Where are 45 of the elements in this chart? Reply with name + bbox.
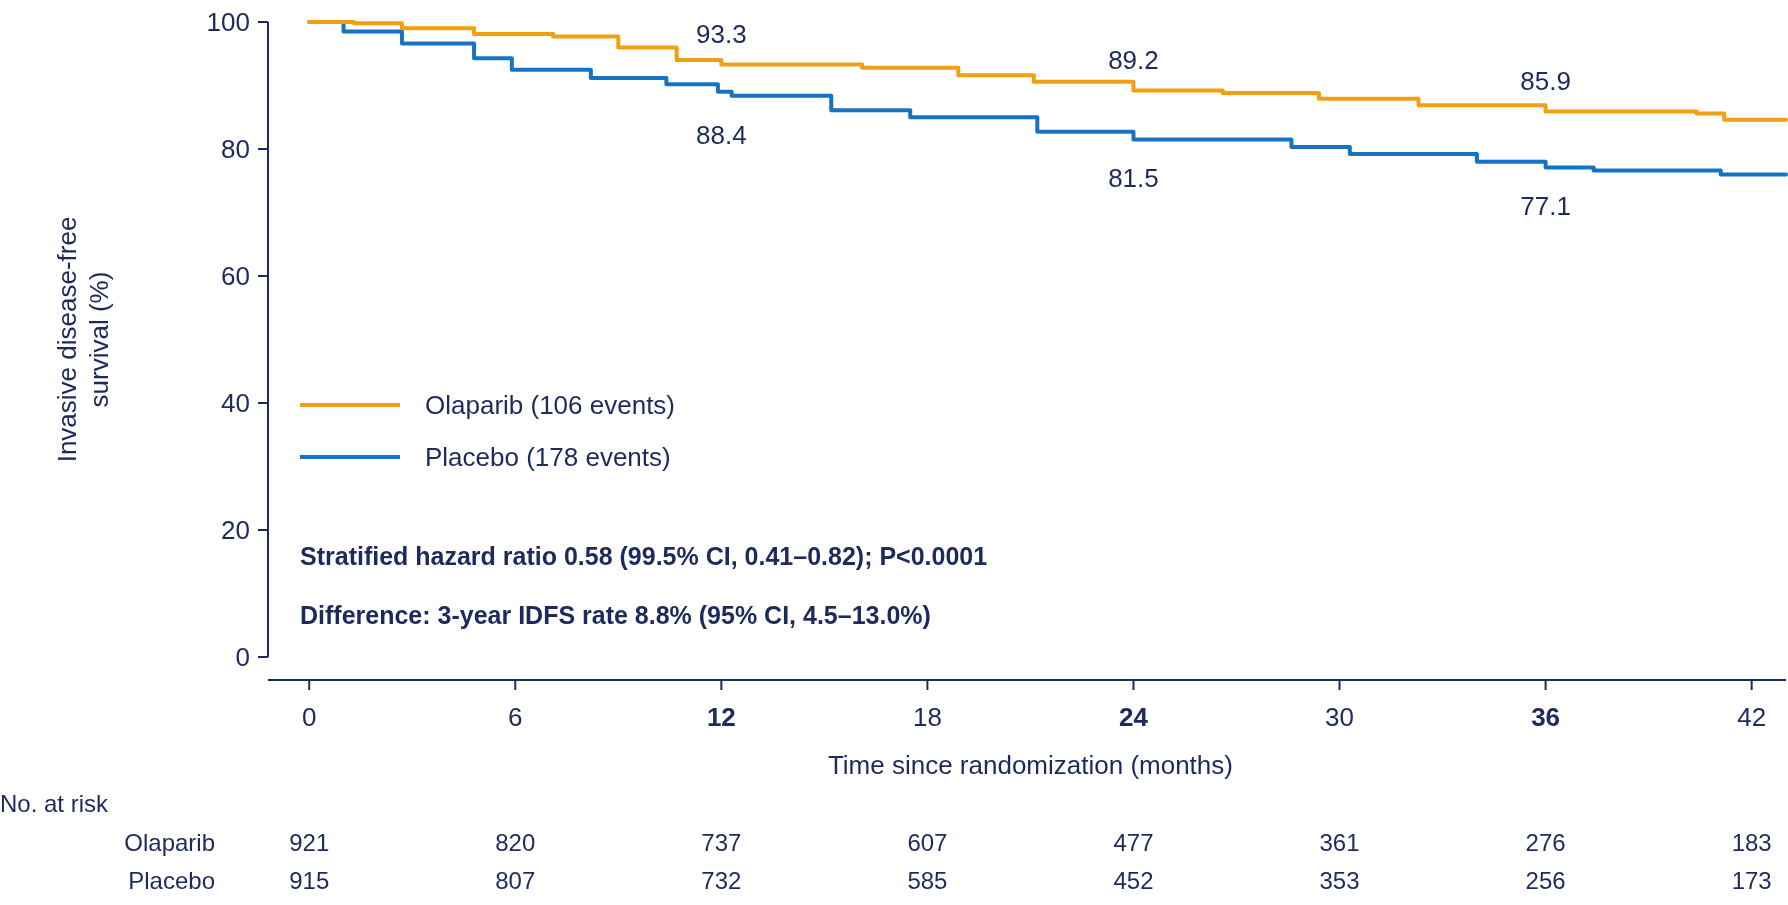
x-tick-label: 30 <box>1325 702 1354 732</box>
text: 452 <box>1113 867 1154 894</box>
annotation: 81.5 <box>1108 163 1159 194</box>
y-tick-label: 100 <box>206 7 250 38</box>
y-tick-label: 80 <box>221 134 250 165</box>
text: 256 <box>1525 867 1566 894</box>
text: 915 <box>289 867 330 894</box>
text: Placebo <box>128 867 215 894</box>
annotation: 85.9 <box>1520 65 1571 96</box>
text: 477 <box>1113 829 1154 856</box>
x-tick-label: 12 <box>706 702 736 732</box>
text: 607 <box>907 829 948 856</box>
text: 276 <box>1525 829 1566 856</box>
annotation: 93.3 <box>696 18 747 49</box>
text: 173 <box>1731 867 1772 894</box>
legend-label: Olaparib (106 events) <box>425 390 676 421</box>
x-tick-label: 0 <box>301 702 317 732</box>
annotation: Difference: 3-year IDFS rate 8.8% (95% CI, 4.5–13.0%) <box>300 601 931 629</box>
text: 737 <box>701 829 742 856</box>
y-tick-label: 40 <box>221 388 250 419</box>
text: 585 <box>907 867 948 894</box>
x-axis-title: Time since randomization (months) <box>827 750 1233 780</box>
x-tick-label: 24 <box>1119 702 1149 732</box>
text: 361 <box>1319 829 1360 856</box>
y-tick-label: 60 <box>221 261 250 292</box>
x-tick-label: 36 <box>1531 702 1561 732</box>
annotation: 77.1 <box>1520 191 1571 222</box>
y-tick-label: 0 <box>235 642 250 673</box>
text: 183 <box>1731 829 1772 856</box>
annotation: Stratified hazard ratio 0.58 (99.5% CI, 0.41–0.82); P<0.0001 <box>300 542 988 570</box>
text: 732 <box>701 867 742 894</box>
annotation: 89.2 <box>1108 44 1159 75</box>
y-axis-title: Invasive disease-free survival (%) <box>52 216 114 463</box>
legend-label: Placebo (178 events) <box>425 442 671 473</box>
y-tick-label: 20 <box>221 515 250 546</box>
x-tick-label: 42 <box>1737 702 1767 732</box>
x-tick-label: 6 <box>508 702 523 732</box>
text: 921 <box>289 829 330 856</box>
annotation: 88.4 <box>696 119 747 150</box>
text: No. at risk <box>0 790 110 817</box>
text: 353 <box>1319 867 1360 894</box>
text: Olaparib <box>124 829 215 856</box>
text: 807 <box>495 867 536 894</box>
text: 820 <box>495 829 536 856</box>
x-tick-label: 18 <box>912 702 942 732</box>
